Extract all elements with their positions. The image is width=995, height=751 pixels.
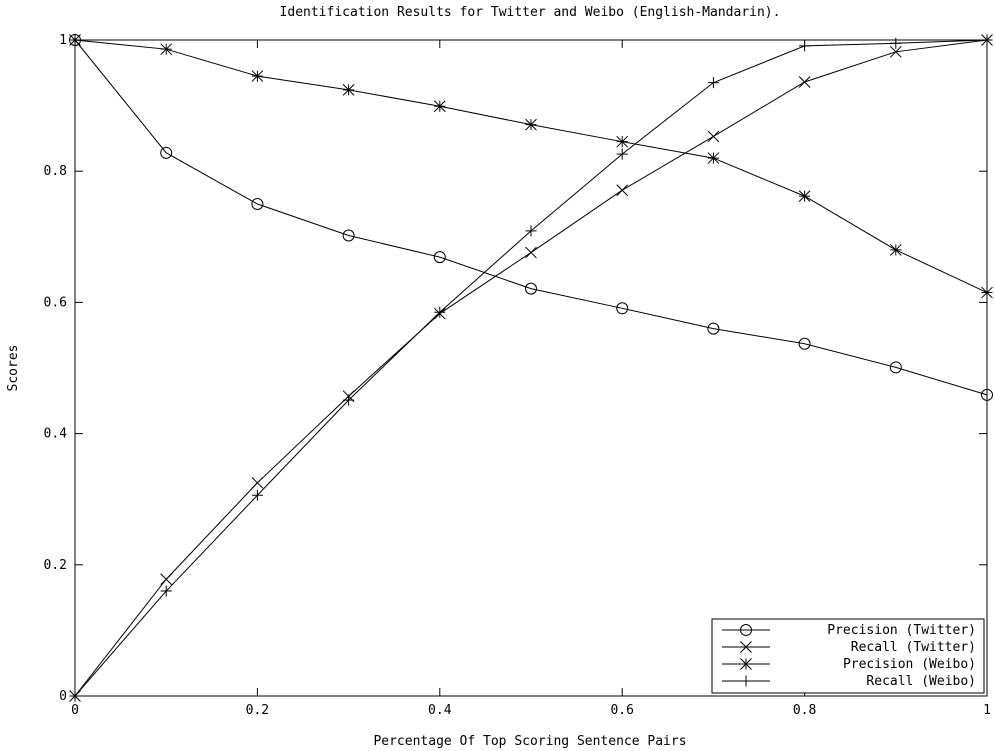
- y-tick-label: 0: [59, 689, 67, 704]
- data-point: [616, 135, 629, 148]
- data-point: [160, 146, 173, 159]
- legend-marker: [740, 624, 752, 636]
- data-point: [890, 37, 902, 49]
- series-line: [74, 39, 988, 294]
- data-point: [343, 394, 355, 406]
- data-point: [525, 246, 537, 259]
- data-point: [889, 244, 902, 256]
- legend-label: Recall (Weibo): [866, 674, 976, 689]
- legend-label: Precision (Twitter): [827, 623, 976, 638]
- x-tick-label: 0.8: [793, 703, 816, 718]
- legend-item: Precision (Weibo): [722, 657, 976, 672]
- legend-label: Recall (Twitter): [851, 640, 976, 655]
- data-point: [251, 476, 264, 489]
- data-point: [616, 302, 629, 315]
- axis-ticks: 0 0.2 0.4 0.6 0.8 1 0 0.2 0.4 0.6 0.8 1: [44, 33, 991, 718]
- y-axis-label: Scores: [6, 345, 21, 392]
- series-line: [74, 39, 988, 697]
- data-point: [251, 198, 264, 210]
- data-point: [69, 34, 81, 46]
- data-point: [525, 225, 537, 237]
- series-line: [74, 39, 988, 697]
- chart-title: Identification Results for Twitter and W…: [280, 5, 781, 20]
- series-0: [69, 34, 993, 401]
- series-2: [69, 34, 993, 299]
- legend-label: Precision (Weibo): [843, 657, 976, 672]
- data-point: [251, 489, 263, 501]
- data-point: [160, 573, 173, 586]
- data-point: [889, 361, 902, 374]
- x-tick-label: 0.2: [246, 703, 269, 718]
- y-tick-label: 0.2: [44, 558, 67, 573]
- plot-frame: [74, 39, 988, 697]
- data-point: [342, 84, 355, 96]
- data-point: [798, 337, 811, 350]
- data-point: [798, 190, 811, 202]
- data-point: [707, 322, 720, 335]
- legend: Precision (Twitter) Recall (Twitter) Preci…: [711, 618, 985, 694]
- x-tick-label: 0: [71, 703, 79, 718]
- y-tick-label: 0.4: [44, 427, 68, 442]
- data-point: [525, 118, 537, 131]
- data-point: [434, 306, 446, 318]
- series-3: [69, 34, 993, 702]
- series-layer: [69, 34, 993, 702]
- data-point: [707, 130, 720, 143]
- data-point: [981, 34, 993, 46]
- y-tick-label: 0.6: [44, 295, 67, 310]
- data-point: [707, 77, 719, 89]
- x-tick-label: 0.6: [610, 703, 633, 718]
- data-point: [525, 282, 537, 295]
- data-point: [160, 585, 172, 597]
- data-point: [798, 76, 811, 88]
- data-point: [251, 70, 264, 82]
- data-point: [160, 43, 173, 56]
- data-point: [889, 45, 902, 58]
- legend-marker: [740, 641, 752, 653]
- data-point: [616, 148, 628, 160]
- y-tick-label: 0.8: [44, 164, 67, 179]
- y-tick-label: 1: [59, 33, 67, 48]
- data-point: [433, 251, 446, 264]
- data-point: [707, 152, 720, 164]
- x-tick-label: 0.4: [428, 703, 452, 718]
- data-point: [69, 690, 81, 702]
- series-1: [69, 34, 993, 702]
- data-point: [981, 286, 993, 299]
- data-point: [342, 229, 355, 242]
- series-line: [74, 39, 988, 396]
- legend-marker: [740, 658, 752, 670]
- legend-item: Recall (Weibo): [722, 674, 976, 689]
- legend-item: Recall (Twitter): [722, 640, 976, 655]
- data-point: [616, 184, 629, 197]
- legend-item: Precision (Twitter): [722, 623, 976, 638]
- legend-marker: [740, 675, 752, 687]
- data-point: [799, 40, 811, 52]
- x-axis-label: Percentage Of Top Scoring Sentence Pairs: [373, 734, 686, 749]
- data-point: [433, 100, 446, 113]
- x-tick-label: 1: [983, 703, 991, 718]
- data-point: [981, 388, 993, 401]
